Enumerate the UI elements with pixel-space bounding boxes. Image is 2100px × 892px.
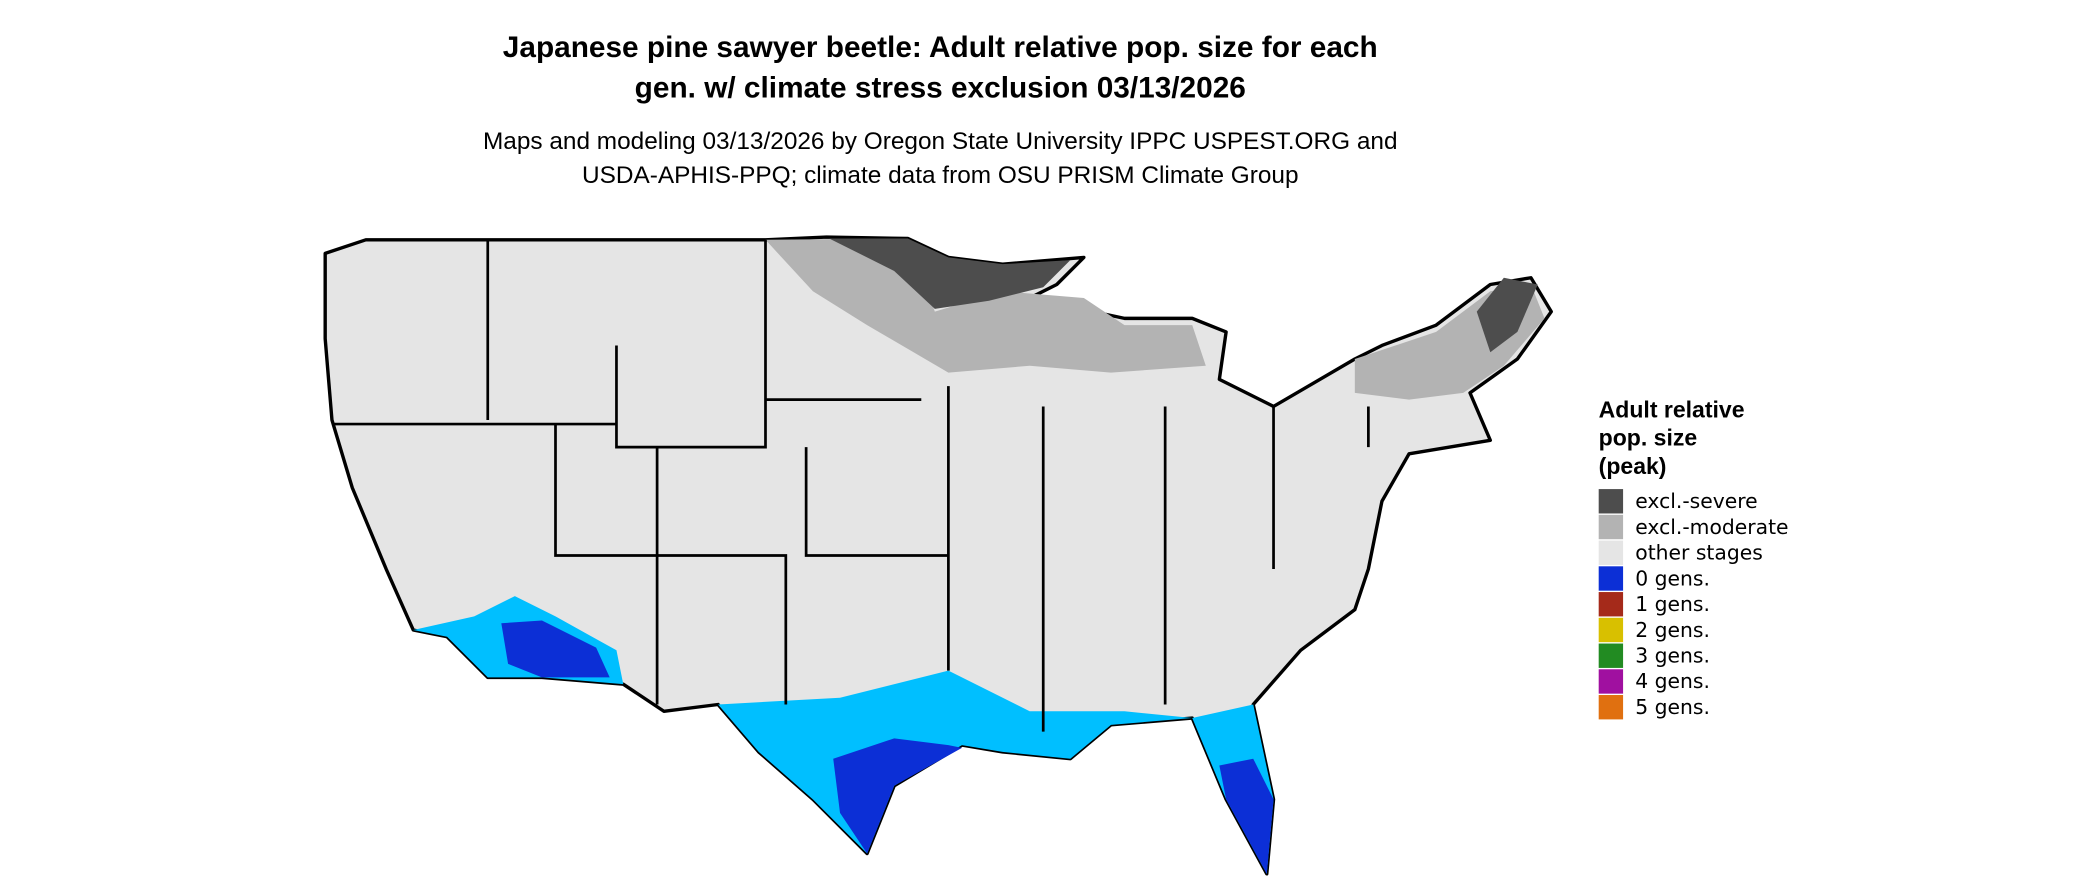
legend-swatch xyxy=(1598,592,1624,617)
legend-title: pop. size xyxy=(1599,425,1698,451)
excl-severe-area xyxy=(829,238,1071,309)
legend-swatch xyxy=(1598,514,1624,540)
zero-gens-dark-area xyxy=(833,738,962,854)
subtitle: Maps and modeling 03/13/2026 by Oregon S… xyxy=(483,128,1398,155)
us-map xyxy=(323,235,1553,876)
excl-moderate-area xyxy=(765,238,1206,373)
legend-label: excl.-moderate xyxy=(1635,515,1788,539)
title: gen. w/ climate stress exclusion 03/13/2… xyxy=(635,72,1246,105)
legend-label: 3 gens. xyxy=(1635,643,1710,667)
legend-title: Adult relative xyxy=(1599,396,1745,422)
excl-severe-area xyxy=(1476,277,1538,353)
legend-label: 5 gens. xyxy=(1635,695,1710,719)
legend-label: 1 gens. xyxy=(1635,592,1710,616)
title: Japanese pine sawyer beetle: Adult relat… xyxy=(503,31,1378,64)
state-line xyxy=(331,239,1370,732)
legend-label: other stages xyxy=(1635,541,1763,565)
zero-gens-dark-area xyxy=(501,620,610,678)
titles: Japanese pine sawyer beetle: Adult relat… xyxy=(483,31,1398,189)
zero-gens-dark-area xyxy=(1219,758,1274,874)
legend-swatch xyxy=(1598,643,1624,668)
legend-label: 4 gens. xyxy=(1635,669,1710,693)
legend-title: (peak) xyxy=(1599,453,1667,479)
legend-swatch xyxy=(1598,566,1624,591)
legend-label: 2 gens. xyxy=(1635,618,1710,642)
legend-label: excl.-severe xyxy=(1635,489,1757,513)
legend-swatch xyxy=(1598,617,1624,643)
legend-swatch xyxy=(1598,489,1624,514)
legend-swatch xyxy=(1598,669,1624,694)
legend-swatch xyxy=(1598,540,1624,565)
subtitle: USDA-APHIS-PPQ; climate data from OSU PR… xyxy=(582,162,1299,189)
legend-swatch xyxy=(1598,695,1624,720)
legend: Adult relative pop. size(peak) excl.-sever… xyxy=(1598,396,1789,720)
legend-label: 0 gens. xyxy=(1635,566,1710,590)
